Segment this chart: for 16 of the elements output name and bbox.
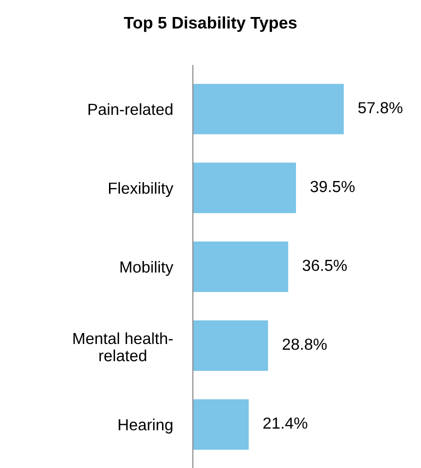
y-tick-label: Pain-related [88,103,172,115]
chart-title: Top 5 Disability Types [124,16,297,32]
data-label: 28.8% [282,338,327,350]
y-tick-label: Hearing [118,418,172,434]
y-tick-label: Flexibility [109,182,174,198]
data-label: 36.5% [302,260,347,272]
bar [192,242,288,292]
y-tick-label: Mental health- related [73,332,173,362]
data-label: 39.5% [310,180,355,192]
y-tick-label: Mobility [120,260,174,276]
bar [192,320,268,371]
data-label: 57.8% [358,102,402,114]
bar [192,84,344,134]
bar [192,162,296,214]
data-label: 21.4% [263,417,308,429]
bar [192,399,249,450]
